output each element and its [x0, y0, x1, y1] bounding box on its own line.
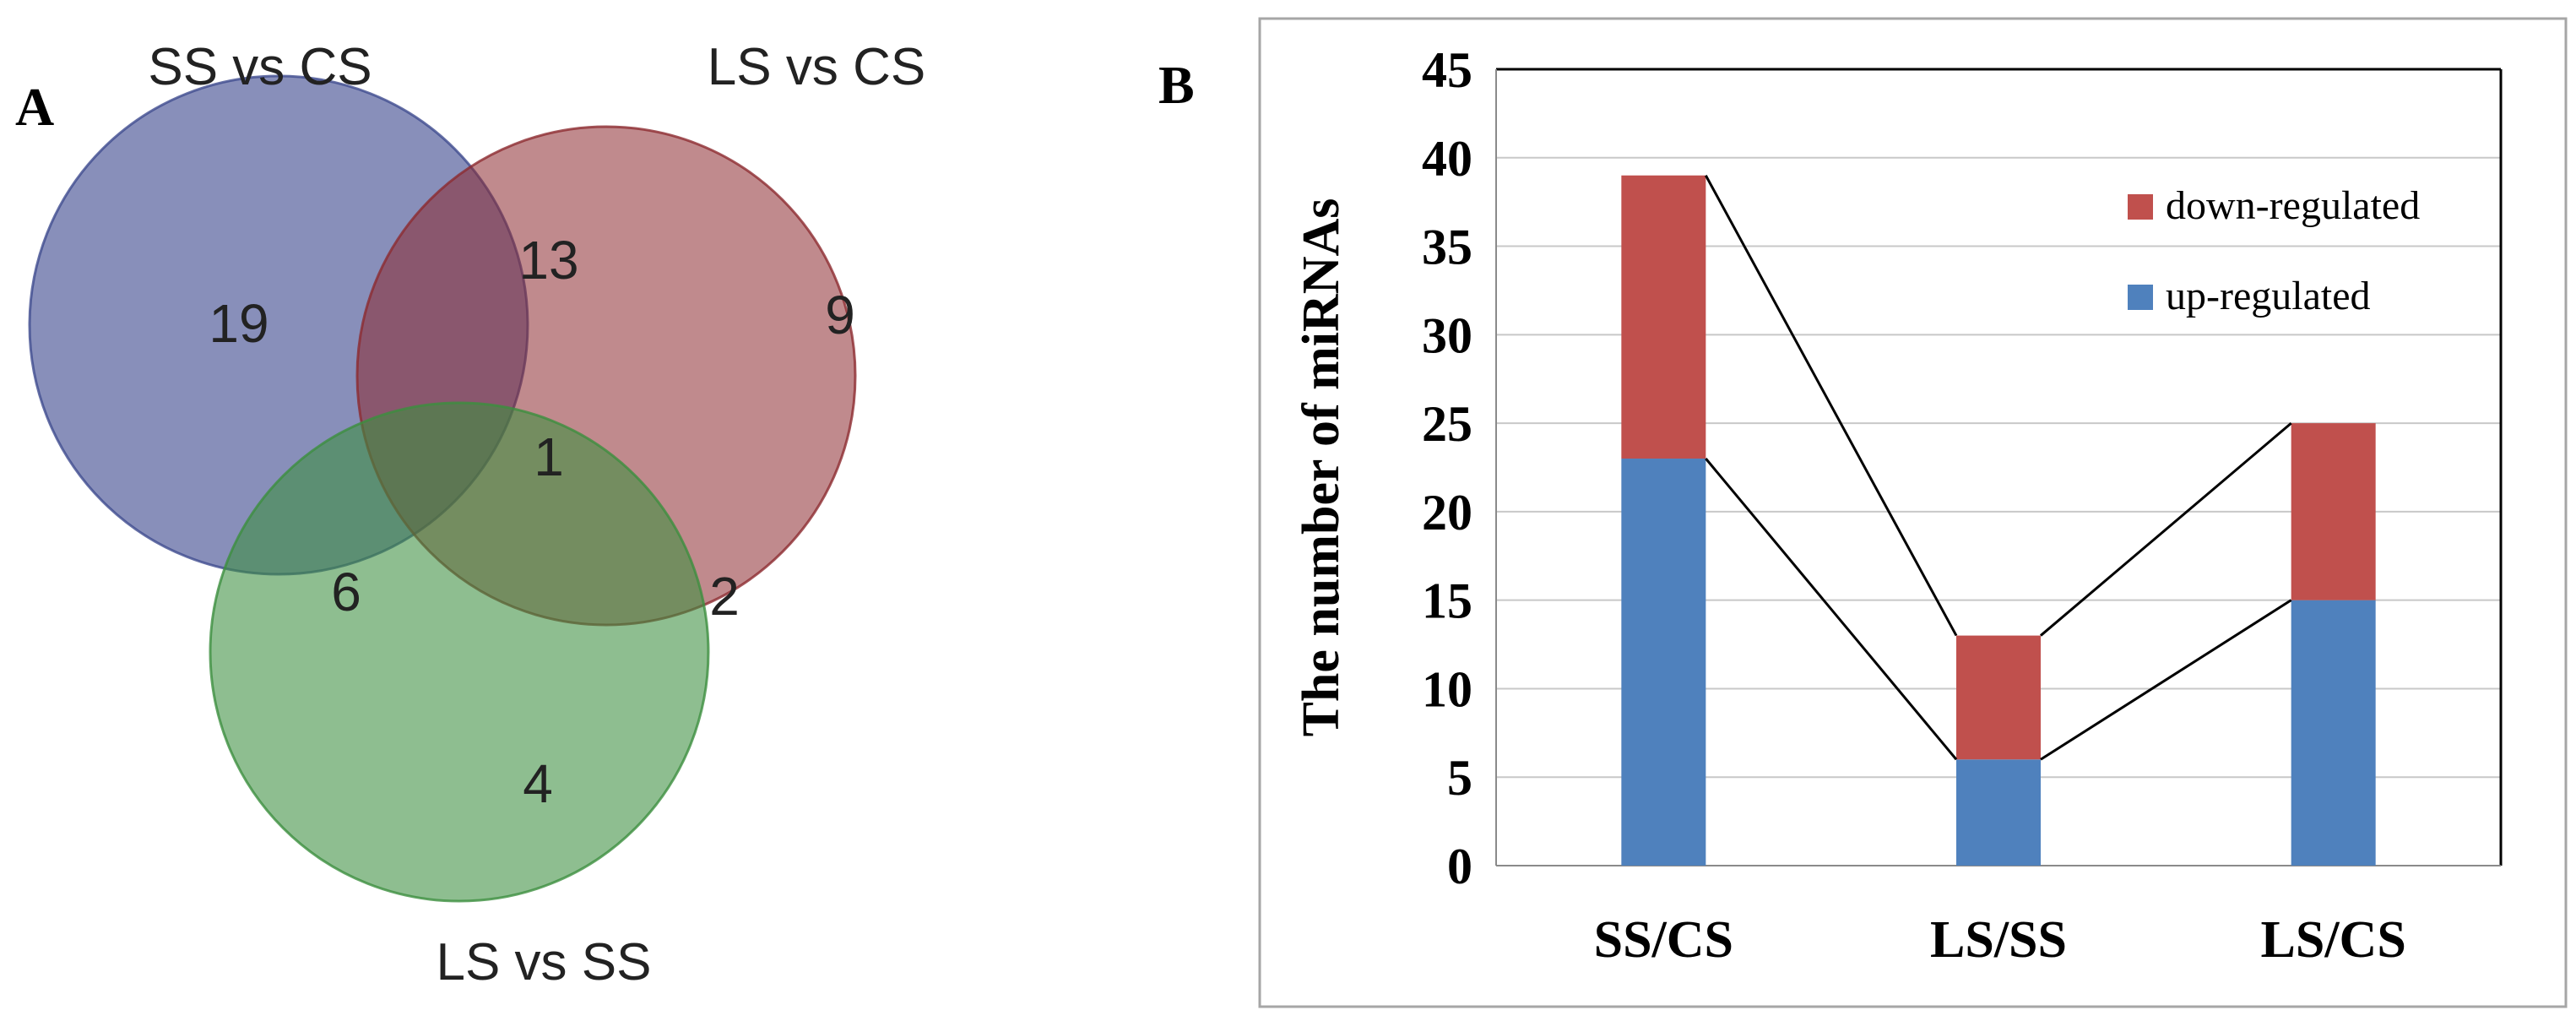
- legend-swatch-up-regulated: [2128, 285, 2153, 310]
- bar-ss-cs-up-regulated: [1621, 459, 1706, 866]
- x-tick-label-ss-cs: SS/CS: [1594, 911, 1733, 969]
- bar-ls-ss-down-regulated: [1956, 635, 2041, 760]
- y-tick-label-0: 0: [1447, 839, 1472, 894]
- venn-count-ls-ss-only: 4: [523, 753, 553, 814]
- venn-set-label-ls-vs-cs: LS vs CS: [708, 38, 925, 96]
- x-tick-label-ls-cs: LS/CS: [2261, 911, 2406, 969]
- venn-count-ss-cs-only: 19: [209, 293, 268, 354]
- y-tick-label-5: 5: [1447, 750, 1472, 806]
- x-tick-label-ls-ss: LS/SS: [1930, 911, 2067, 969]
- chart-frame: [1258, 17, 2568, 1008]
- panel-label-b: B: [1158, 55, 1195, 115]
- connector-total-1: [2040, 421, 2292, 637]
- bar-ss-cs-down-regulated: [1621, 175, 1706, 459]
- y-axis-title: The number of miRNAs: [1293, 198, 1350, 737]
- y-tick-label-15: 15: [1422, 573, 1472, 629]
- venn-circle-ls-vs-ss: [209, 401, 710, 903]
- y-tick-label-30: 30: [1422, 307, 1472, 363]
- y-tick-label-10: 10: [1422, 661, 1472, 717]
- connector-total-0: [1705, 175, 1958, 637]
- y-tick-label-45: 45: [1422, 42, 1472, 98]
- panel-label-a: A: [15, 77, 54, 137]
- venn-set-label-ss-vs-cs: SS vs CS: [148, 38, 371, 96]
- venn-count-ls-cs-and-ls-ss: 2: [709, 566, 740, 627]
- connector-up-0: [1705, 458, 1958, 761]
- venn-count-ss-cs-and-ls-ss: 6: [331, 562, 361, 622]
- venn-panel: A SS vs CS LS vs CS LS vs SS 19 9 4 13 6…: [15, 38, 925, 991]
- bar-ls-cs-down-regulated: [2291, 423, 2376, 600]
- y-tick-label-20: 20: [1422, 485, 1472, 540]
- legend-swatch-down-regulated: [2128, 194, 2153, 220]
- bar-chart: 0 5 10 15 20 25 30 35 40 45 The number of miRNAs SS…: [1293, 42, 2503, 969]
- legend-label-up-regulated: up-regulated: [2166, 274, 2371, 318]
- y-tick-label-40: 40: [1422, 131, 1472, 187]
- bar-ls-cs-up-regulated: [2291, 600, 2376, 866]
- legend-label-down-regulated: down-regulated: [2166, 183, 2420, 228]
- bar-ls-ss-up-regulated: [1956, 759, 2041, 866]
- venn-count-ss-cs-and-ls-cs: 13: [518, 230, 578, 291]
- venn-count-all-three: 1: [534, 426, 564, 487]
- y-tick-label-35: 35: [1422, 220, 1472, 275]
- connector-up-1: [2040, 599, 2292, 761]
- y-tick-label-25: 25: [1422, 396, 1472, 452]
- venn-count-ls-cs-only: 9: [825, 285, 855, 345]
- venn-set-label-ls-vs-ss: LS vs SS: [437, 933, 652, 991]
- bar-panel: B 0 5 10 15 20 25 30 35 40 45 The number of miRNAs…: [1158, 17, 2568, 1008]
